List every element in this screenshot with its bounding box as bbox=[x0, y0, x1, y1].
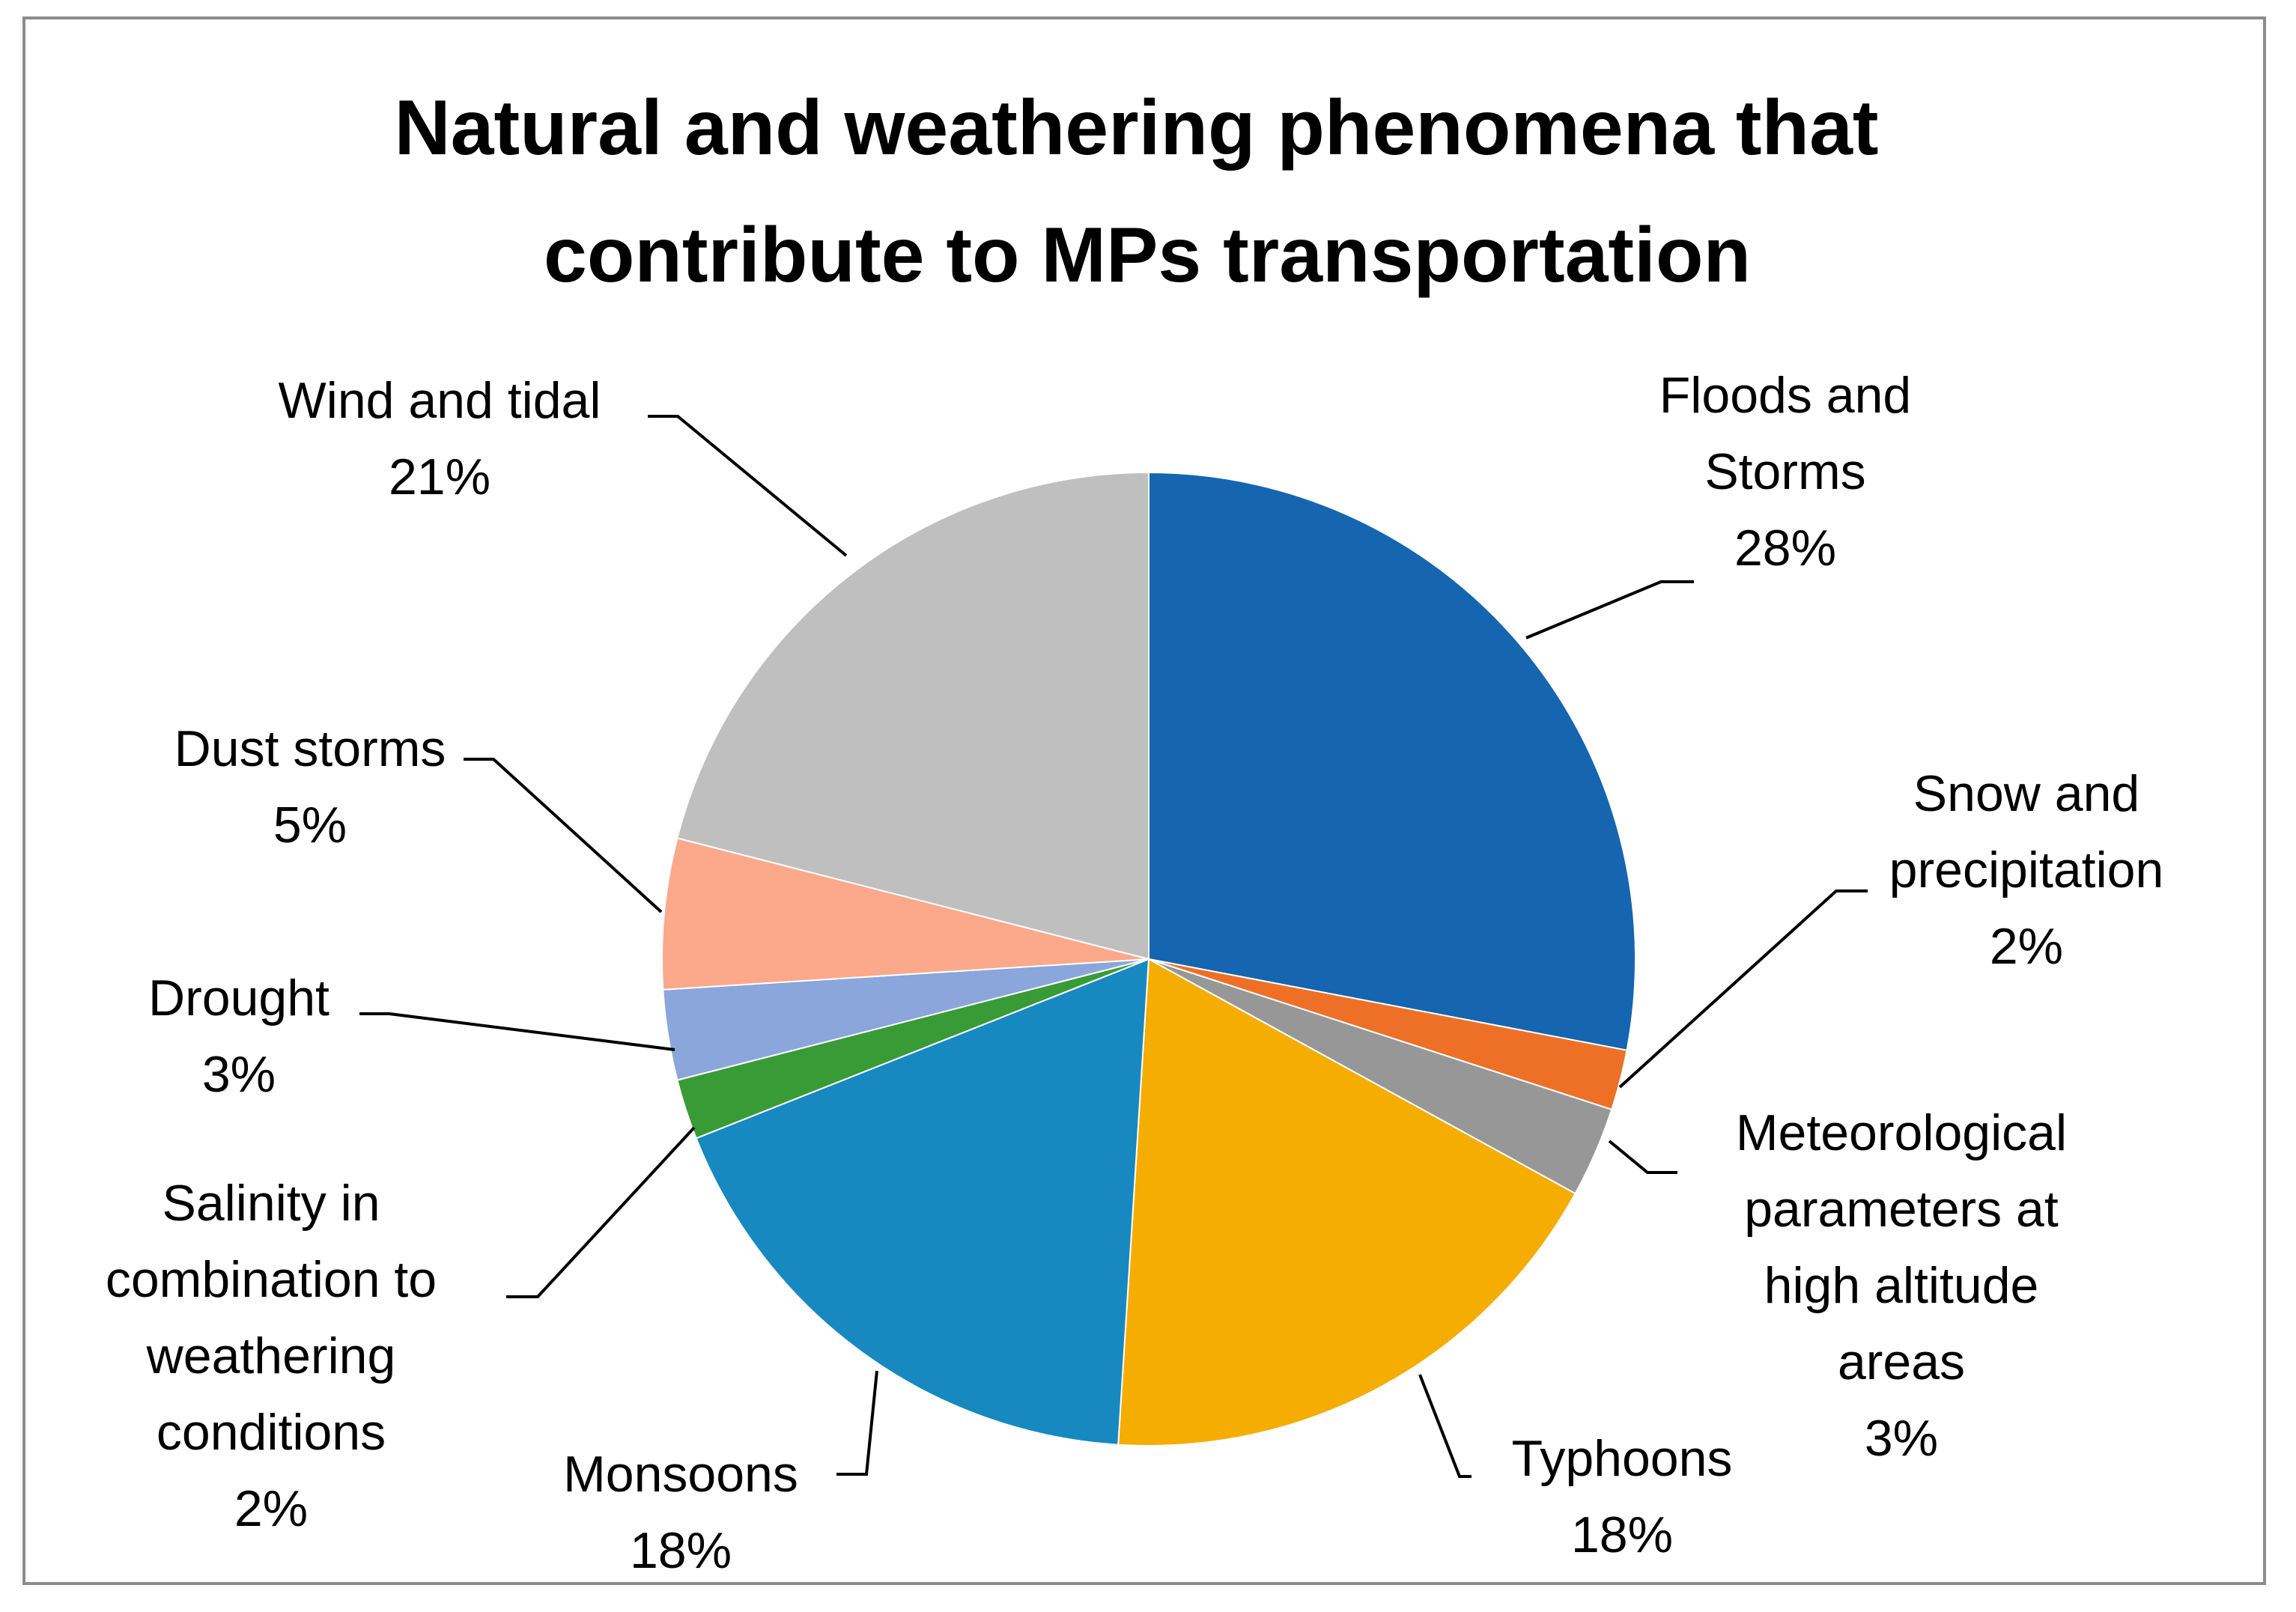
slice-label: Drought 3% bbox=[148, 970, 329, 1103]
leader-line bbox=[836, 1370, 878, 1476]
slice-category-label: parameters at bbox=[1744, 1181, 2059, 1238]
pie-slices bbox=[661, 471, 1636, 1447]
leader-line bbox=[1525, 580, 1694, 639]
leader-line bbox=[1618, 889, 1868, 1089]
slice-category-label: Wind and tidal bbox=[279, 372, 601, 429]
slice-category-label: Salinity in bbox=[162, 1175, 380, 1232]
slice-label: Dust storms 5% bbox=[174, 720, 446, 854]
pie-slice bbox=[1117, 958, 1576, 1447]
slice-value-label: 3% bbox=[1865, 1410, 1938, 1467]
slice-category-label: Monsoons bbox=[563, 1446, 798, 1503]
leader-line bbox=[1418, 1374, 1472, 1478]
slice-category-label: conditions bbox=[157, 1404, 386, 1461]
slice-category-label: precipitation bbox=[1889, 842, 2164, 898]
pie-slice bbox=[695, 958, 1150, 1446]
slice-category-label: Typhoons bbox=[1512, 1430, 1733, 1487]
slice-label: Floods and Storms 28% bbox=[1659, 367, 1911, 577]
slice-label: Monsoons 18% bbox=[563, 1446, 798, 1579]
slice-label: Salinity in combination to weathering condi… bbox=[106, 1175, 437, 1537]
slice-label: Meteorological parameters at high altitude… bbox=[1736, 1104, 2067, 1467]
slice-category-label: Floods and bbox=[1659, 367, 1911, 424]
pie-chart: Natural and weathering phenomena that co… bbox=[106, 85, 2163, 1579]
slice-category-label: Drought bbox=[148, 970, 329, 1026]
leader-line bbox=[648, 415, 848, 557]
chart-title-line-1: Natural and weathering phenomena that bbox=[395, 85, 1879, 171]
slice-value-label: 2% bbox=[234, 1480, 308, 1537]
chart-frame: Natural and weathering phenomena that co… bbox=[22, 16, 2266, 1585]
chart-title-line-2: contribute to MPs transportation bbox=[544, 212, 1751, 299]
slice-label: Snow and precipitation 2% bbox=[1889, 765, 2164, 975]
slice-value-label: 2% bbox=[1990, 918, 2063, 975]
slice-category-label: combination to bbox=[106, 1251, 437, 1308]
slice-value-label: 18% bbox=[630, 1522, 732, 1579]
leader-line bbox=[359, 1012, 675, 1051]
leader-lines bbox=[359, 415, 1868, 1478]
slice-category-label: Storms bbox=[1704, 443, 1865, 500]
slice-value-label: 5% bbox=[273, 797, 347, 854]
pie-slice bbox=[661, 837, 1149, 991]
slice-category-label: areas bbox=[1838, 1333, 1965, 1390]
slice-value-label: 3% bbox=[202, 1046, 276, 1103]
pie-slice bbox=[676, 471, 1149, 961]
slice-label: Typhoons 18% bbox=[1512, 1430, 1733, 1563]
leader-line bbox=[464, 758, 663, 913]
leader-line bbox=[1608, 1140, 1677, 1174]
slice-value-label: 28% bbox=[1734, 520, 1836, 577]
pie-slice bbox=[1148, 471, 1636, 1051]
slice-category-label: Snow and bbox=[1913, 765, 2139, 822]
leader-line bbox=[506, 1126, 696, 1298]
slice-label: Wind and tidal 21% bbox=[279, 372, 601, 505]
slice-value-label: 18% bbox=[1571, 1506, 1673, 1563]
slice-category-label: weathering bbox=[146, 1327, 396, 1384]
slice-category-label: high altitude bbox=[1764, 1257, 2039, 1314]
slice-value-label: 21% bbox=[389, 448, 491, 505]
data-labels: Floods and Storms 28% Snow and precipitation… bbox=[106, 367, 2163, 1579]
chart-title: Natural and weathering phenomena that co… bbox=[395, 85, 1901, 299]
slice-category-label: Dust storms bbox=[174, 720, 446, 777]
slice-category-label: Meteorological bbox=[1736, 1104, 2067, 1161]
